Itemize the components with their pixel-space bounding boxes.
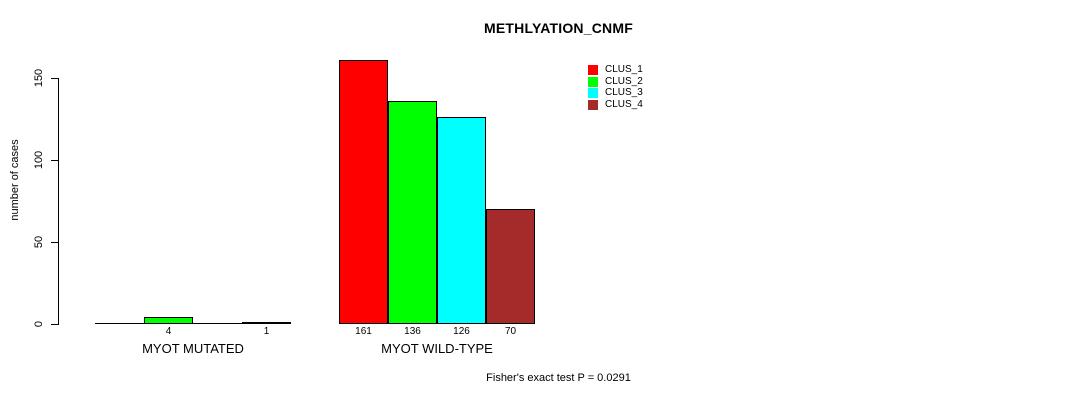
y-tick-label: 50 bbox=[33, 235, 45, 249]
bar-clus-1-myot-wild-type bbox=[339, 60, 388, 324]
fishers-exact-test-annotation: Fisher's exact test P = 0.0291 bbox=[486, 372, 631, 384]
y-tick-label: 0 bbox=[33, 320, 45, 328]
bar-value-label: 4 bbox=[165, 326, 172, 337]
legend-label: CLUS_4 bbox=[605, 99, 643, 110]
y-axis-label: number of cases bbox=[9, 139, 21, 221]
y-axis-line bbox=[58, 78, 59, 325]
legend-label: CLUS_1 bbox=[605, 64, 643, 75]
bar-value-label: 136 bbox=[404, 326, 421, 337]
bar-value-label: 126 bbox=[453, 326, 470, 337]
bar-clus-2-myot-mutated bbox=[144, 317, 193, 324]
y-tick-mark bbox=[51, 78, 59, 79]
legend-item-clus_2: CLUS_2 bbox=[588, 77, 643, 87]
bar-clus-1-myot-mutated bbox=[95, 323, 144, 324]
bar-clus-4-myot-mutated bbox=[242, 322, 291, 324]
legend-swatch-clus_3 bbox=[588, 88, 598, 98]
legend-label: CLUS_2 bbox=[605, 76, 643, 87]
y-tick-mark bbox=[51, 242, 59, 243]
bar-clus-4-myot-wild-type bbox=[486, 209, 535, 324]
y-tick-mark bbox=[51, 324, 59, 325]
y-tick-label: 150 bbox=[33, 68, 45, 88]
legend-swatch-clus_1 bbox=[588, 65, 598, 75]
legend-label: CLUS_3 bbox=[605, 87, 643, 98]
y-tick-mark bbox=[51, 160, 59, 161]
x-group-label: MYOT MUTATED bbox=[142, 341, 244, 356]
chart-title: METHLYATION_CNMF bbox=[484, 20, 633, 36]
legend-item-clus_1: CLUS_1 bbox=[588, 65, 643, 75]
legend-item-clus_3: CLUS_3 bbox=[588, 88, 643, 98]
bar-value-label: 70 bbox=[504, 326, 517, 337]
bar-value-label: 161 bbox=[355, 326, 372, 337]
bar-clus-2-myot-wild-type bbox=[388, 101, 437, 324]
legend-item-clus_4: CLUS_4 bbox=[588, 100, 643, 110]
legend-swatch-clus_4 bbox=[588, 100, 598, 110]
x-group-label: MYOT WILD-TYPE bbox=[381, 341, 493, 356]
bar-clus-3-myot-mutated bbox=[193, 323, 242, 324]
legend-swatch-clus_2 bbox=[588, 77, 598, 87]
y-tick-label: 100 bbox=[33, 150, 45, 170]
bar-clus-3-myot-wild-type bbox=[437, 117, 486, 324]
bar-value-label: 1 bbox=[263, 326, 270, 337]
